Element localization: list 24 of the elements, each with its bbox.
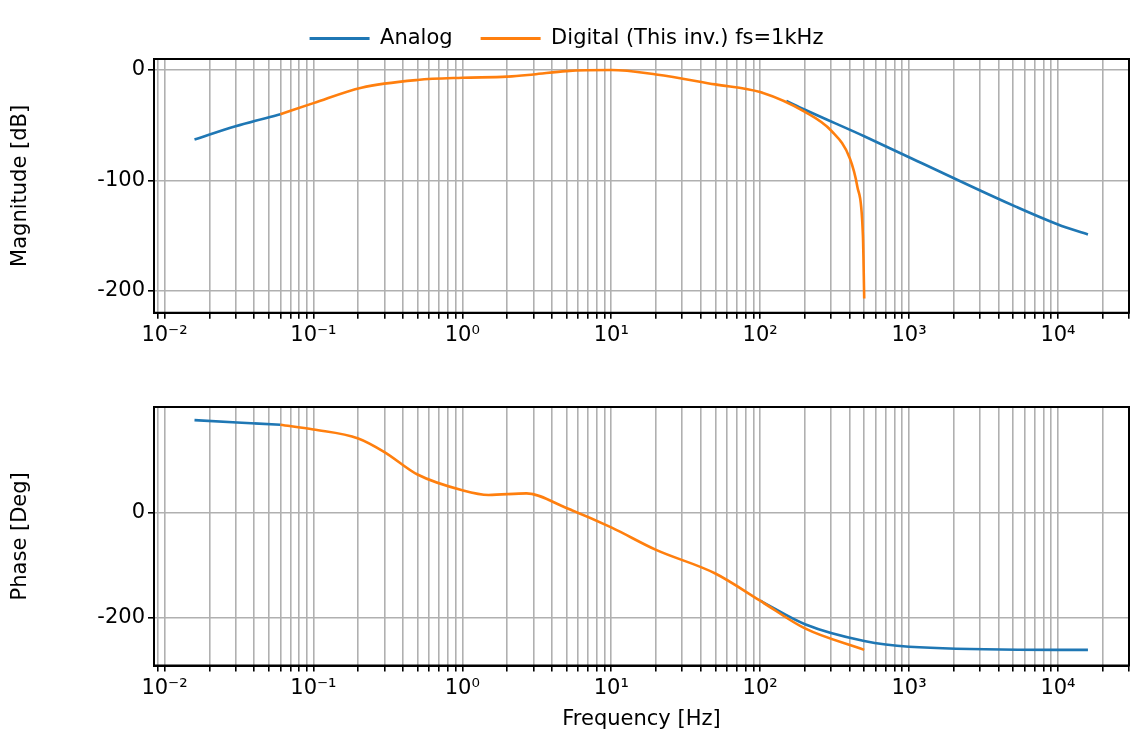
y-tick-label: 0 — [131, 56, 145, 81]
x-tick-label: 10⁻¹ — [290, 321, 337, 346]
x-tick-label: 10⁻² — [141, 321, 188, 346]
y-tick-label: -200 — [97, 277, 145, 302]
x-tick-label: 10³ — [891, 674, 927, 699]
y-tick-label: -100 — [97, 166, 145, 191]
x-tick-label: 10⁰ — [444, 674, 480, 699]
x-axis-title: Frequency [Hz] — [562, 705, 721, 730]
x-tick-label: 10⁻² — [141, 674, 188, 699]
y-tick-label: -200 — [97, 603, 145, 628]
legend-label: Digital (This inv.) fs=1kHz — [551, 24, 824, 49]
x-tick-label: 10⁻¹ — [290, 674, 337, 699]
y-axis-title: Phase [Deg] — [7, 472, 32, 601]
x-tick-label: 10² — [742, 321, 778, 346]
y-axis-title: Magnitude [dB] — [7, 104, 32, 267]
x-tick-label: 10⁴ — [1040, 674, 1076, 699]
x-tick-label: 10⁴ — [1040, 321, 1076, 346]
y-tick-label: 0 — [131, 499, 145, 524]
x-tick-label: 10¹ — [593, 674, 629, 699]
x-tick-label: 10³ — [891, 321, 927, 346]
legend-label: Analog — [380, 24, 453, 49]
x-tick-label: 10¹ — [593, 321, 629, 346]
x-tick-label: 10² — [742, 674, 778, 699]
x-tick-label: 10⁰ — [444, 321, 480, 346]
